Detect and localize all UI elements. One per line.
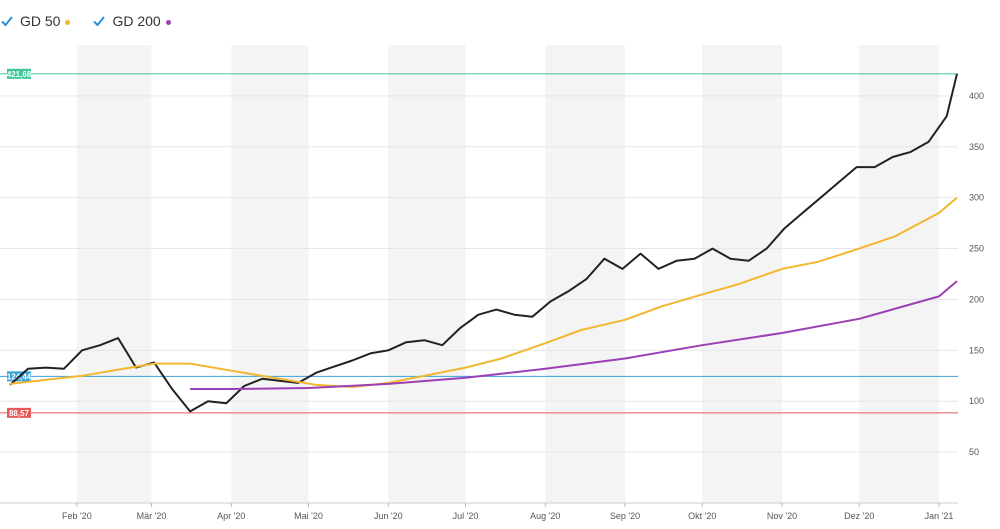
month-band xyxy=(76,45,152,503)
x-tick-label: Jul '20 xyxy=(453,511,479,521)
x-tick-label: Mär '20 xyxy=(137,511,167,521)
x-tick-label: Okt '20 xyxy=(688,511,716,521)
legend-label: GD 200 xyxy=(112,13,161,29)
x-tick-label: Jun '20 xyxy=(374,511,403,521)
x-tick-label: Dez '20 xyxy=(844,511,874,521)
checkmark-icon xyxy=(1,16,13,27)
month-band xyxy=(545,45,626,503)
legend-label: GD 50 xyxy=(20,13,61,29)
legend-color-dot xyxy=(165,19,171,25)
y-tick-label: 350 xyxy=(969,142,984,152)
gd50-line xyxy=(9,196,958,388)
month-band xyxy=(231,45,309,503)
y-tick-label: 300 xyxy=(969,193,984,203)
price-line xyxy=(9,73,958,413)
x-tick-label: Jan '21 xyxy=(925,511,954,521)
x-tick-label: Feb '20 xyxy=(62,511,92,521)
y-tick-label: 150 xyxy=(969,345,984,355)
checkmark-icon xyxy=(93,16,106,27)
legend-item-gd50[interactable]: GD 50 xyxy=(0,13,71,29)
reference-badge xyxy=(7,407,31,418)
x-tick-label: Aug '20 xyxy=(530,511,560,521)
x-tick-label: Nov '20 xyxy=(767,511,797,521)
x-tick-label: Mai '20 xyxy=(294,511,323,521)
y-tick-label: 200 xyxy=(969,294,984,304)
y-tick-label: 100 xyxy=(969,396,984,406)
x-tick-label: Apr '20 xyxy=(217,511,245,521)
reference-badge-label: 88,57 xyxy=(9,409,30,418)
gd200-line xyxy=(190,280,958,390)
legend: GD 50 GD 200 xyxy=(0,10,193,32)
x-tick-label: Sep '20 xyxy=(610,511,640,521)
reference-badge-label: 421,68 xyxy=(7,70,32,79)
legend-color-dot xyxy=(65,19,71,25)
y-tick-label: 50 xyxy=(969,447,979,457)
y-tick-label: 400 xyxy=(969,91,984,101)
legend-item-gd200[interactable]: GD 200 xyxy=(92,13,171,29)
reference-badge xyxy=(7,68,31,79)
y-tick-label: 250 xyxy=(969,244,984,254)
month-band xyxy=(388,45,466,503)
month-band xyxy=(859,45,939,503)
